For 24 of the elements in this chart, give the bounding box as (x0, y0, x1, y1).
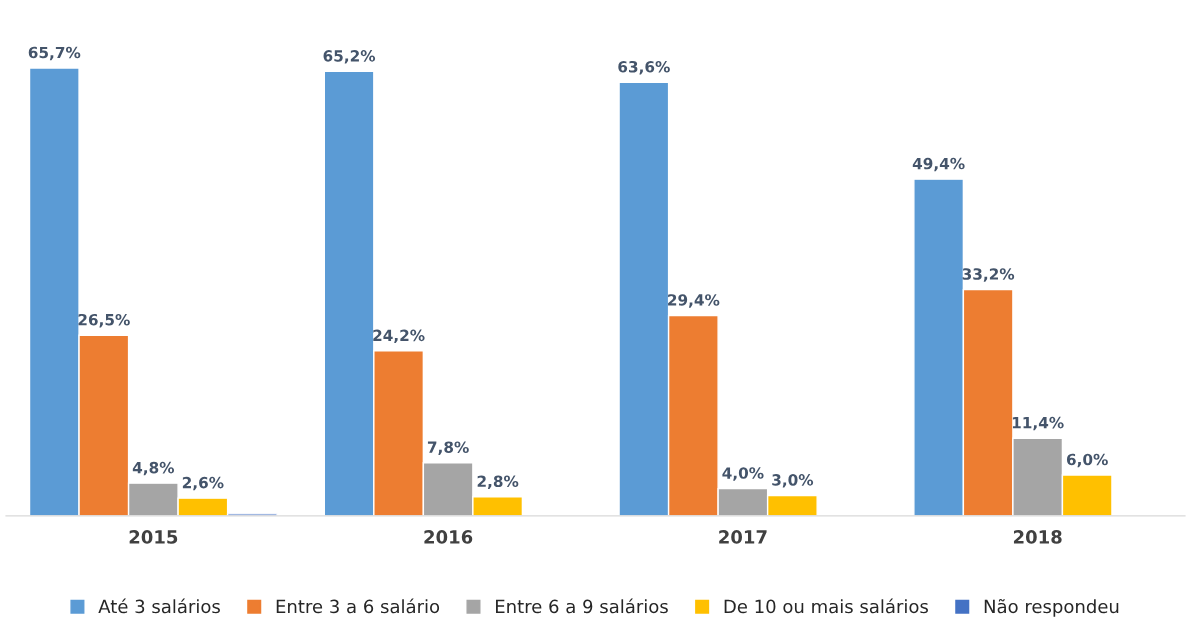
data-label: 7,8% (427, 441, 469, 455)
x-tick-label: 2015 (129, 530, 178, 544)
data-label: 63,6% (618, 61, 670, 75)
x-tick-label: 2018 (1013, 530, 1062, 544)
data-label: 65,2% (323, 50, 376, 64)
data-label: 26,5% (78, 313, 130, 328)
data-label: 49,4% (912, 157, 965, 172)
legend-label: Até 3 salários (98, 598, 220, 614)
data-label: 2,8% (477, 475, 519, 489)
data-label: 4,0% (722, 467, 764, 481)
legend-label: Não respondeu (984, 598, 1119, 617)
data-label: 3,0% (772, 474, 814, 488)
data-label: 65,7% (28, 46, 81, 61)
legend-label: Entre 3 a 6 salário (276, 598, 440, 614)
data-label: 29,4% (668, 294, 720, 308)
data-label: 6,0% (1066, 453, 1108, 468)
data-label: 2,6% (182, 476, 224, 491)
x-tick-label: 2016 (424, 530, 473, 544)
data-label: 24,2% (373, 329, 425, 344)
legend-label: Entre 6 a 9 salários (496, 598, 668, 614)
data-label: 4,8% (132, 461, 175, 476)
legend-label: De 10 ou mais salários (724, 598, 928, 614)
x-tick-label: 2017 (719, 530, 767, 544)
data-label: 11,4% (1012, 416, 1064, 431)
